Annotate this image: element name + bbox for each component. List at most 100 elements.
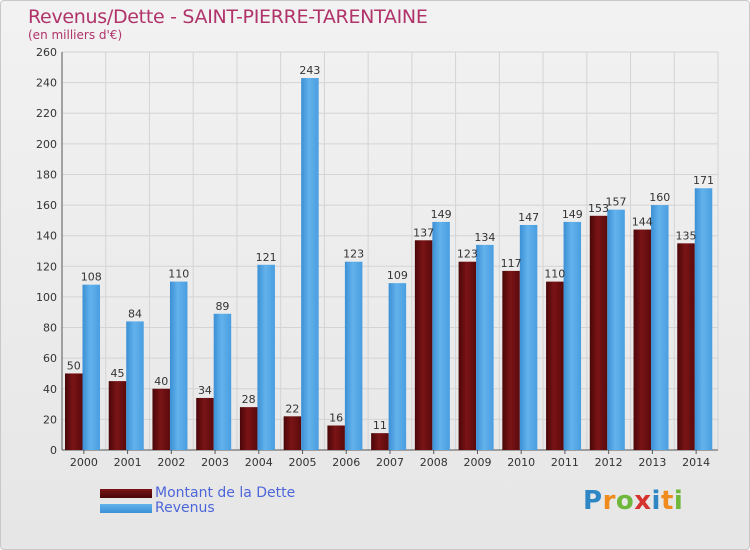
bar-revenue: [694, 188, 713, 450]
data-label: 123: [343, 248, 364, 261]
data-label: 153: [588, 202, 609, 215]
data-label: 157: [606, 196, 627, 209]
y-tick-label: 180: [36, 168, 57, 181]
data-label: 144: [632, 216, 653, 229]
bar-revenue: [301, 78, 319, 451]
logo-letter: i: [673, 486, 684, 516]
bar-debt: [152, 388, 170, 450]
data-label: 171: [693, 174, 714, 187]
data-label: 89: [215, 300, 229, 313]
logo-letter: i: [651, 486, 661, 516]
data-label: 121: [256, 251, 277, 264]
data-label: 149: [562, 208, 583, 221]
y-tick-label: 60: [43, 352, 57, 365]
x-tick-label: 2013: [638, 456, 666, 469]
data-label: 110: [168, 268, 189, 281]
data-label: 117: [501, 257, 522, 270]
data-label: 109: [387, 269, 408, 282]
bar-debt: [677, 243, 695, 450]
chart-title: Revenus/Dette - SAINT-PIERRE-TARENTAINE: [28, 6, 428, 28]
bar-revenue: [432, 221, 450, 450]
data-label: 137: [413, 226, 434, 239]
legend-swatch-revenue: [100, 504, 152, 513]
bar-revenue: [563, 221, 582, 450]
bar-debt: [414, 240, 433, 450]
y-tick-label: 260: [36, 46, 57, 59]
x-tick-label: 2002: [157, 456, 185, 469]
bar-debt: [65, 373, 83, 450]
x-tick-label: 2011: [551, 456, 579, 469]
y-tick-label: 200: [36, 138, 57, 151]
logo-letter: t: [660, 486, 674, 516]
y-tick-label: 120: [36, 260, 57, 273]
bar-revenue: [476, 244, 494, 450]
bar-debt: [589, 215, 608, 450]
data-labels: 50 45 40 34 28 22 16 11 137 123 117 110 153 144 135 108…: [67, 64, 714, 432]
data-label: 84: [128, 307, 142, 320]
logo-letter: r: [602, 486, 616, 516]
data-label: 134: [474, 231, 495, 244]
bar-revenue: [519, 224, 538, 450]
data-label: 149: [431, 208, 452, 221]
x-tick-label: 2000: [70, 456, 98, 469]
bar-revenue: [388, 283, 407, 450]
x-tick-label: 2010: [507, 456, 535, 469]
bar-debt: [283, 416, 302, 450]
legend-swatch-debt: [100, 489, 152, 498]
bar-debt: [502, 270, 520, 450]
bar-debt: [196, 397, 214, 450]
data-label: 34: [198, 384, 212, 397]
bar-revenue: [213, 313, 232, 450]
proxiti-logo: Proxiti: [583, 486, 683, 516]
x-tick-label: 2006: [332, 456, 360, 469]
y-tick-label: 100: [36, 291, 57, 304]
y-tick-label: 240: [36, 77, 57, 90]
data-label: 22: [285, 402, 299, 415]
chart-subtitle: (en milliers d'€): [28, 28, 123, 42]
x-tick-label: 2009: [463, 456, 491, 469]
bar-debt: [458, 261, 477, 450]
bar-revenue: [82, 284, 100, 450]
y-tick-label: 140: [36, 230, 57, 243]
x-tick-label: 2004: [245, 456, 273, 469]
data-label: 50: [67, 359, 81, 372]
y-tick-label: 220: [36, 107, 57, 120]
data-label: 108: [81, 271, 102, 284]
bar-revenue: [651, 205, 669, 450]
legend-label-revenue: Revenus: [155, 500, 215, 516]
legend-label-debt: Montant de la Dette: [155, 485, 296, 501]
data-label: 45: [110, 367, 124, 380]
x-tick-label: 2007: [376, 456, 404, 469]
x-tick-label: 2003: [201, 456, 229, 469]
bar-revenue: [169, 281, 188, 450]
bar-revenue: [344, 261, 363, 450]
x-tick-label: 2014: [682, 456, 710, 469]
data-label: 135: [676, 229, 697, 242]
bar-revenue: [607, 209, 625, 450]
y-tick-label: 160: [36, 199, 57, 212]
y-tick-label: 80: [43, 322, 57, 335]
bar-revenue: [257, 264, 275, 450]
data-label: 110: [544, 268, 565, 281]
logo-letter: o: [615, 486, 635, 516]
data-label: 40: [154, 375, 168, 388]
bar-debt: [633, 229, 652, 450]
data-label: 28: [242, 393, 256, 406]
data-label: 243: [299, 64, 320, 77]
y-tick-label: 0: [50, 444, 57, 457]
x-tick-label: 2012: [595, 456, 623, 469]
bar-debt: [327, 425, 345, 450]
bar-revenue: [126, 321, 144, 450]
data-label: 11: [373, 419, 387, 432]
logo-letter: P: [583, 486, 603, 516]
x-tick-label: 2001: [114, 456, 142, 469]
bars: [65, 78, 713, 451]
data-label: 16: [329, 412, 343, 425]
bar-debt: [239, 407, 258, 450]
y-tick-label: 40: [43, 383, 57, 396]
data-label: 160: [649, 191, 670, 204]
logo-letter: x: [634, 486, 652, 516]
data-label: 147: [518, 211, 539, 224]
